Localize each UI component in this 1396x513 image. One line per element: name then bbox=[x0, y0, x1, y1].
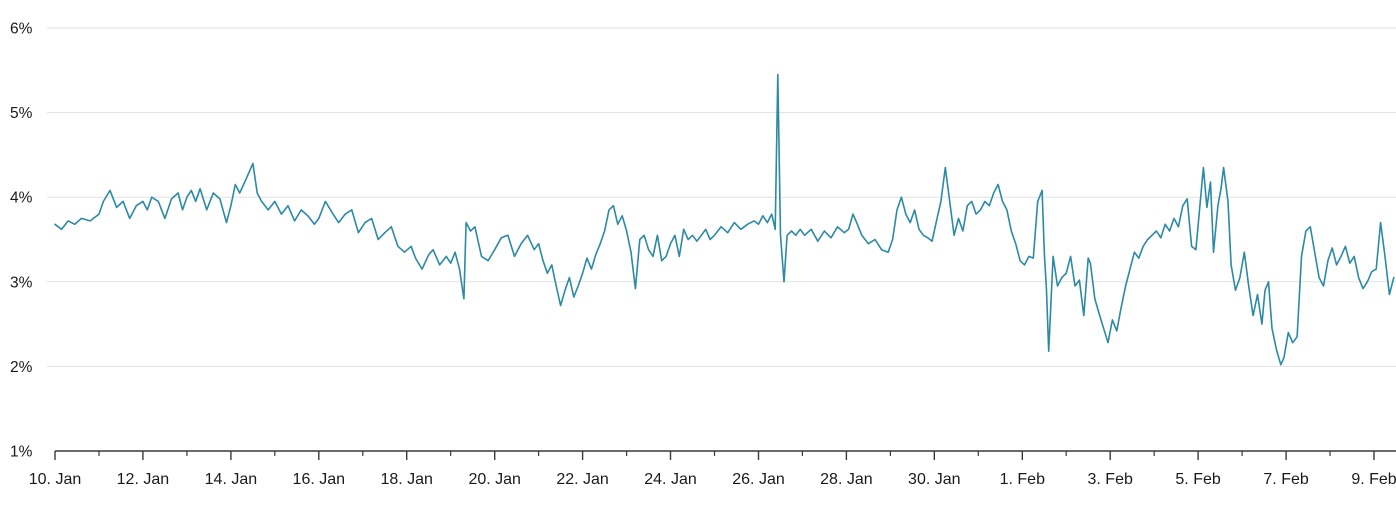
series-line-percentage-series bbox=[54, 73, 1395, 366]
x-tick-label: 7. Feb bbox=[1263, 471, 1308, 488]
x-tick-label: 5. Feb bbox=[1175, 471, 1220, 488]
x-tick-label: 18. Jan bbox=[380, 471, 432, 488]
x-tick-label: 1. Feb bbox=[1000, 471, 1045, 488]
x-tick-label: 14. Jan bbox=[205, 471, 257, 488]
x-tick-label: 10. Jan bbox=[29, 471, 81, 488]
y-tick-label: 3% bbox=[10, 274, 33, 291]
y-tick-label: 5% bbox=[10, 105, 33, 122]
y-axis-labels: 1% 2% 3% 4% 5% 6% bbox=[10, 21, 33, 461]
x-tick-label: 3. Feb bbox=[1088, 471, 1133, 488]
x-axis-labels: 10. Jan 12. Jan 14. Jan 16. Jan 18. Jan 20. J… bbox=[29, 471, 1396, 488]
x-tick-label: 22. Jan bbox=[556, 471, 608, 488]
y-tick-label: 4% bbox=[10, 190, 33, 207]
y-tick-label: 2% bbox=[10, 359, 33, 376]
x-tick-label: 28. Jan bbox=[820, 471, 872, 488]
x-tick-label: 9. Feb bbox=[1351, 471, 1396, 488]
x-axis-ticks bbox=[54, 451, 1375, 460]
x-tick-label: 30. Jan bbox=[908, 471, 960, 488]
x-tick-label: 26. Jan bbox=[732, 471, 784, 488]
x-tick-label: 24. Jan bbox=[644, 471, 696, 488]
y-tick-label: 1% bbox=[10, 444, 33, 461]
x-tick-label: 20. Jan bbox=[468, 471, 520, 488]
x-tick-label: 16. Jan bbox=[293, 471, 345, 488]
y-tick-label: 6% bbox=[10, 21, 33, 38]
x-tick-label: 12. Jan bbox=[117, 471, 169, 488]
gridlines bbox=[47, 27, 1396, 367]
